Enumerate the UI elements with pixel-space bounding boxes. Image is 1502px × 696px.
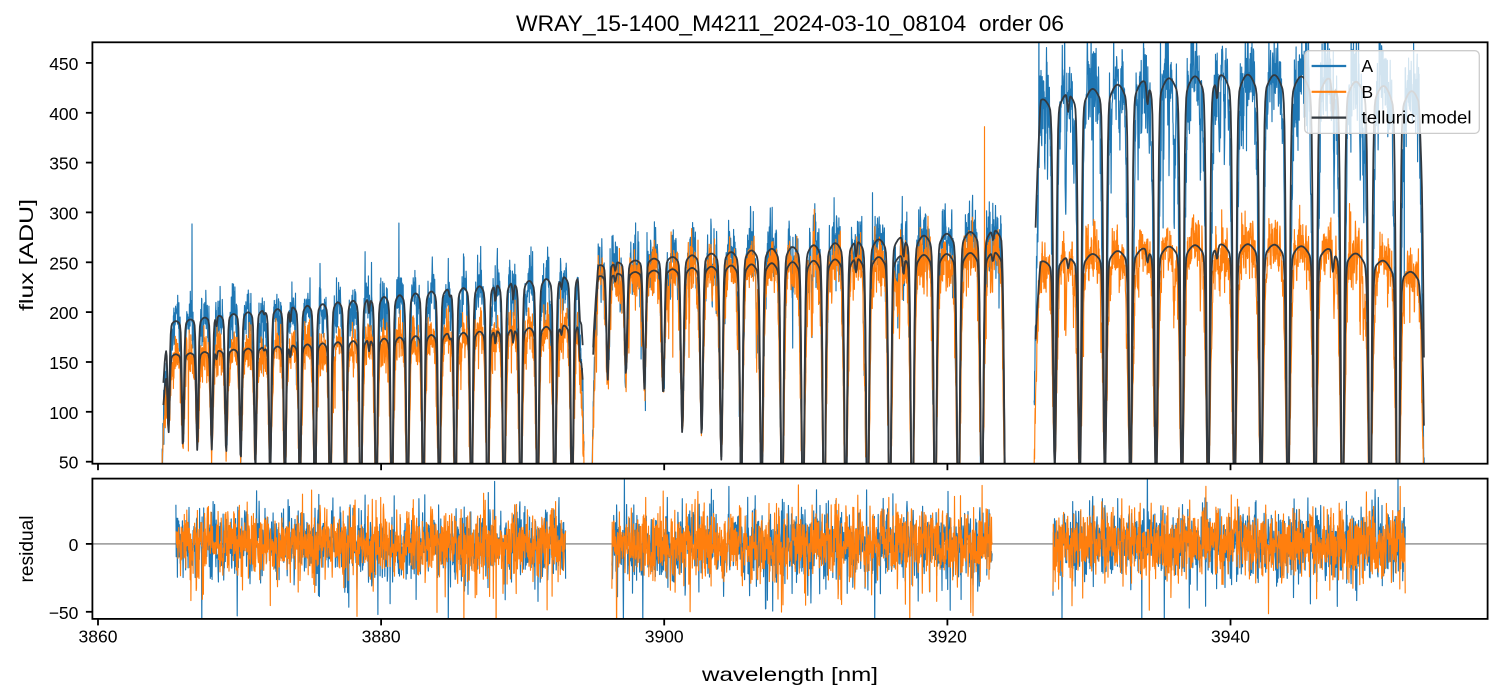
svg-text:350: 350 bbox=[49, 154, 78, 174]
svg-text:50: 50 bbox=[59, 453, 79, 473]
svg-text:wavelength [nm]: wavelength [nm] bbox=[701, 664, 878, 686]
svg-text:A: A bbox=[1362, 56, 1374, 76]
svg-text:WRAY_15-1400_M4211_2024-03-10_: WRAY_15-1400_M4211_2024-03-10_08104 orde… bbox=[516, 11, 1064, 36]
svg-text:B: B bbox=[1362, 82, 1374, 102]
svg-text:100: 100 bbox=[49, 403, 78, 423]
svg-text:3900: 3900 bbox=[645, 626, 684, 646]
svg-text:150: 150 bbox=[49, 353, 78, 373]
svg-text:200: 200 bbox=[49, 303, 78, 323]
svg-text:3880: 3880 bbox=[362, 626, 401, 646]
svg-text:450: 450 bbox=[49, 54, 78, 74]
svg-text:flux [ADU]: flux [ADU] bbox=[17, 199, 38, 311]
svg-text:−50: −50 bbox=[49, 603, 79, 623]
svg-text:3920: 3920 bbox=[928, 626, 967, 646]
svg-text:residual: residual bbox=[17, 516, 38, 583]
svg-text:3940: 3940 bbox=[1211, 626, 1250, 646]
svg-text:300: 300 bbox=[49, 203, 78, 223]
svg-text:0: 0 bbox=[69, 535, 79, 555]
svg-text:250: 250 bbox=[49, 253, 78, 273]
svg-text:400: 400 bbox=[49, 104, 78, 124]
svg-text:3860: 3860 bbox=[79, 626, 118, 646]
svg-text:telluric model: telluric model bbox=[1362, 108, 1472, 128]
